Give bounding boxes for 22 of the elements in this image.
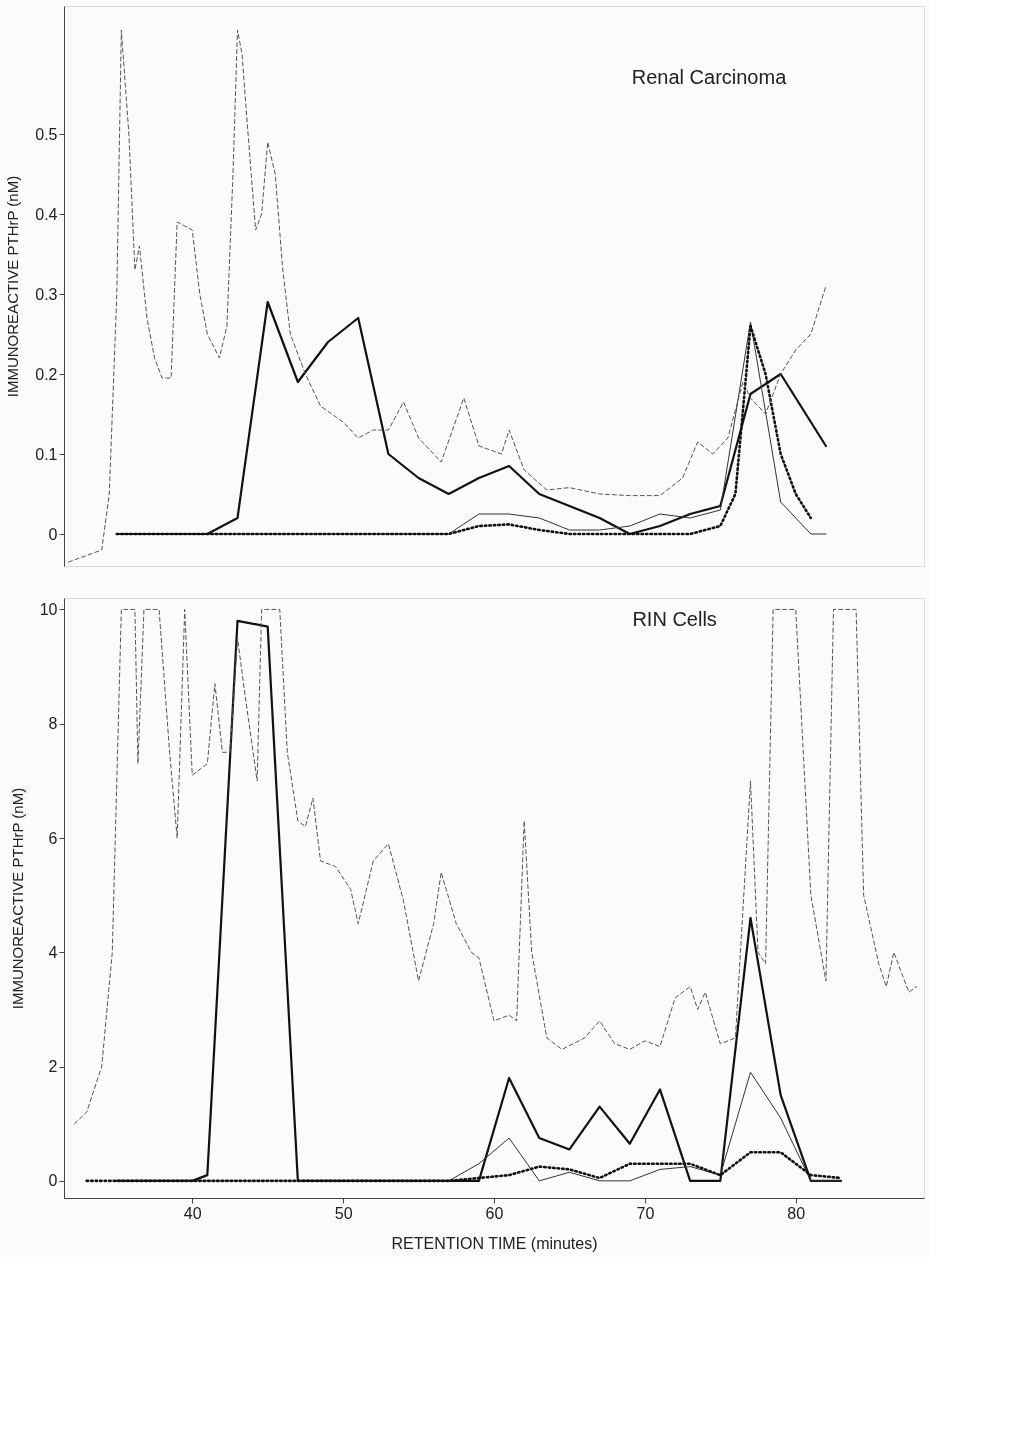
x-tick-label: 70 — [636, 1204, 655, 1222]
y-tick-label: 0.1 — [35, 445, 58, 463]
y-tick-label: 0.2 — [35, 365, 58, 383]
y-tick-label: 6 — [48, 829, 58, 847]
x-tick-label: 50 — [334, 1204, 353, 1222]
y-tick-label: 0.4 — [35, 205, 58, 223]
y-tick-label: 2 — [48, 1058, 58, 1076]
text: Renal Carcinoma — [631, 65, 788, 88]
x-tick-label: 60 — [485, 1204, 504, 1222]
x-tick-label: 80 — [787, 1204, 806, 1222]
y-tick-label: 0.5 — [35, 125, 58, 143]
x-axis-title: RETENTION TIME (minutes) — [391, 1234, 598, 1252]
y-tick-label: 0.3 — [35, 285, 58, 303]
x-tick-label: 40 — [183, 1204, 202, 1222]
y-axis-title: IMMUNOREACTIVE PTHrP (nM) — [8, 787, 26, 1010]
y-tick-label: 4 — [48, 943, 58, 961]
y-tick-label: 0 — [48, 1172, 58, 1190]
y-tick-label: 10 — [39, 600, 58, 618]
y-axis-title: IMMUNOREACTIVE PTHrP (nM) — [4, 175, 22, 398]
text: RIN Cells — [632, 608, 717, 630]
y-tick-label: 0 — [48, 525, 58, 543]
y-tick-label: 8 — [48, 715, 58, 733]
